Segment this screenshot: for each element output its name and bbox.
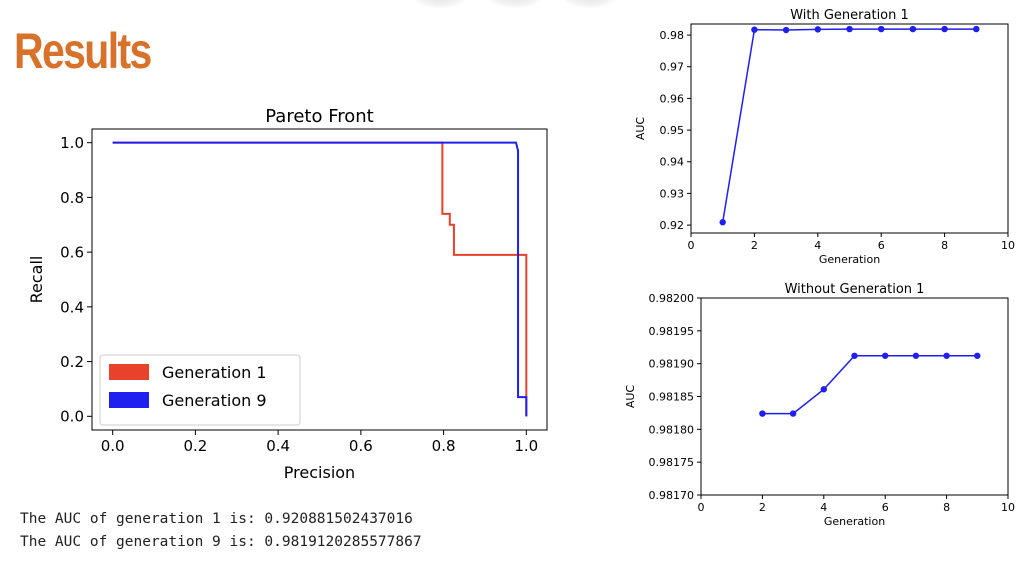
y-tick-label: 0.98180 [649,423,695,436]
data-point [759,410,766,417]
y-tick-label: 0.8 [60,189,84,207]
y-tick-label: 0.93 [660,187,685,200]
y-tick-label: 0.4 [60,298,84,316]
legend-swatch [109,392,149,408]
x-tick-label: 8 [941,239,948,252]
y-axis-label: AUC [624,385,637,409]
data-point [973,25,980,33]
y-tick-label: 1.0 [60,134,84,152]
x-tick-label: 0.8 [432,437,456,455]
plot-frame [91,128,548,431]
data-point [782,26,790,34]
chart-title: With Generation 1 [790,8,909,23]
data-point [941,25,948,33]
x-tick-label: 0 [698,501,705,514]
slide-title: Results [14,23,152,79]
y-tick-label: 0.98200 [649,292,695,305]
legend-label: Generation 1 [162,363,267,382]
y-tick-label: 0.98190 [649,358,695,371]
x-tick-label: 8 [943,501,950,514]
data-point [909,25,917,33]
y-tick-label: 0.6 [60,244,84,262]
data-point [974,352,981,359]
x-tick-label: 4 [814,239,821,252]
top-decoration [485,0,545,8]
data-point [846,25,853,33]
data-point [751,26,758,33]
data-point [912,352,920,359]
y-tick-label: 0.96 [660,92,685,105]
legend [99,354,301,426]
y-tick-label: 0.98170 [649,489,695,502]
top-decoration [410,0,470,8]
data-point [820,386,827,393]
y-tick-label: 0.97 [660,61,685,74]
x-tick-label: 4 [820,501,827,514]
y-tick-label: 0.94 [660,156,685,169]
y-tick-label: 0.98195 [649,325,695,338]
series-line [112,141,528,417]
x-tick-label: 2 [751,239,758,252]
y-axis-label: AUC [634,117,647,141]
chart-title: Pareto Front [265,106,373,127]
x-tick-label: 0.6 [349,437,373,455]
legend-label: Generation 9 [162,391,267,410]
x-tick-label: 10 [1001,239,1015,252]
plot-frame [700,297,1009,496]
x-axis-label: Generation [819,253,880,266]
x-tick-label: 1.0 [514,437,538,455]
x-axis-label: Generation [824,515,885,528]
y-tick-label: 0.98185 [649,390,695,403]
series-line [112,141,528,417]
x-tick-label: 0.0 [101,437,125,455]
x-tick-label: 0 [688,239,695,252]
x-tick-label: 6 [882,501,889,514]
x-tick-label: 0.2 [183,437,207,455]
data-point [943,352,950,359]
y-tick-label: 0.92 [660,219,685,232]
legend-swatch [109,364,149,380]
data-point [851,352,858,359]
x-tick-label: 10 [1001,501,1015,514]
series-line [762,355,978,415]
output-line-generation-9: The AUC of generation 9 is: 0.9819120285… [20,534,422,550]
y-tick-label: 0.98175 [649,456,695,469]
y-tick-label: 0.98 [660,29,685,42]
x-tick-label: 0.4 [266,437,290,455]
output-line-generation-1: The AUC of generation 1 is: 0.9208815024… [20,511,413,527]
plot-frame [690,23,1009,234]
y-tick-label: 0.95 [660,124,685,137]
y-tick-label: 0.0 [60,408,84,426]
x-tick-label: 6 [878,239,885,252]
data-point [882,352,889,359]
data-point [789,410,797,417]
x-tick-label: 2 [759,501,766,514]
y-axis-label: Recall [27,256,46,304]
chart-title: Without Generation 1 [785,282,925,297]
data-point [719,219,726,226]
y-tick-label: 0.2 [60,353,84,371]
x-axis-label: Precision [284,463,355,482]
data-point [878,25,885,33]
top-decoration [560,0,620,8]
data-point [814,26,821,33]
